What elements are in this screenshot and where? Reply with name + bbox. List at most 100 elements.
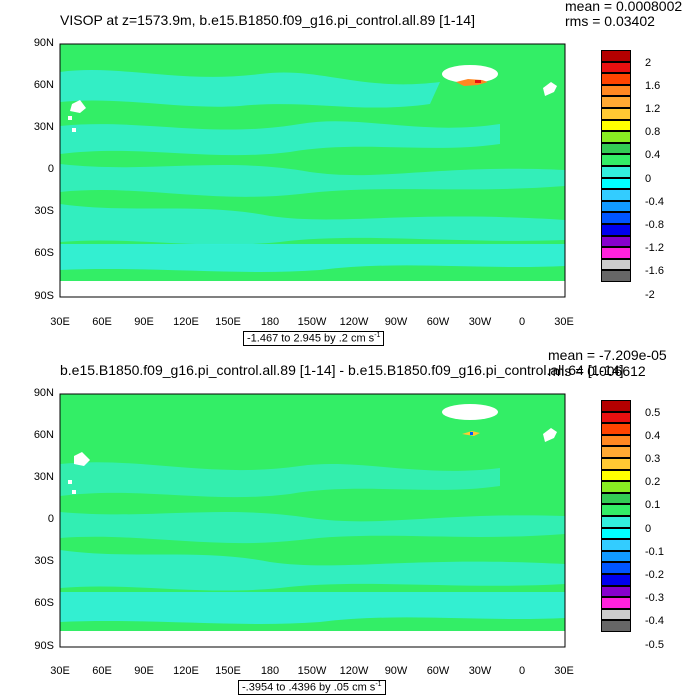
colorbar-label: -0.5 <box>645 638 664 651</box>
colorbar-swatch <box>601 446 631 458</box>
colorbar-swatch <box>601 620 631 632</box>
lon-label: 0 <box>518 665 526 677</box>
colorbar-swatch <box>601 270 631 282</box>
lon-label: 30W <box>468 316 492 328</box>
missing-antarctica <box>60 281 565 297</box>
panel-1-mean: mean = 0.0008002 <box>565 0 683 14</box>
hotspot-red <box>475 80 481 83</box>
panel-1-range-note: -1.467 to 2.945 by .2 cm s-1 <box>243 331 385 346</box>
colorbar-label: -0.1 <box>645 545 664 558</box>
lon-label: 30E <box>554 665 574 677</box>
colorbar-swatch <box>601 61 631 74</box>
colorbar-swatch <box>601 550 631 563</box>
missing-scandinavia <box>543 428 557 442</box>
panel-1-range-text: -1.467 to 2.945 by .2 cm s <box>247 332 375 345</box>
colorbar-swatch <box>601 131 631 143</box>
missing-greenland <box>442 65 498 83</box>
missing-scandinavia <box>543 82 557 96</box>
lat-label: 90N <box>33 387 54 399</box>
colorbar-swatch <box>601 562 631 574</box>
lon-label: 120W <box>339 665 369 677</box>
colorbar-swatch <box>601 73 631 85</box>
cyan-band-equator <box>60 512 565 544</box>
cyan-band-south <box>60 550 565 591</box>
colorbar-swatch <box>601 469 631 482</box>
missing-coast-2 <box>72 490 76 494</box>
lat-label: 0 <box>47 513 54 525</box>
lat-label: 90N <box>33 37 54 49</box>
colorbar-swatch <box>601 434 631 447</box>
cyan-band-north <box>60 462 500 498</box>
lon-label: 60W <box>426 665 450 677</box>
colorbar-label: 0.8 <box>645 126 661 139</box>
lon-label: 150E <box>215 665 241 677</box>
colorbar-label: -0.4 <box>645 615 664 628</box>
colorbar-swatch <box>601 516 631 528</box>
missing-alaska <box>70 100 86 113</box>
panel-1-range-unit-exp: -1 <box>374 332 381 339</box>
lon-label: 30W <box>468 665 492 677</box>
colorbar-swatch <box>601 84 631 97</box>
panel-1-title: VISOP at z=1573.9m, b.e15.B1850.f09_g16.… <box>60 12 475 28</box>
colorbar-label: 2 <box>645 56 652 69</box>
lon-label: 90W <box>384 316 408 328</box>
lat-label: 30S <box>34 555 54 567</box>
colorbar-swatch <box>601 597 631 609</box>
colorbar-swatch <box>601 527 631 540</box>
lon-label: 150E <box>215 316 241 328</box>
missing-alaska <box>74 452 90 466</box>
colorbar-label: 0 <box>645 172 652 185</box>
lat-label: 0 <box>47 163 54 175</box>
colorbar-label: 1.2 <box>645 103 661 115</box>
lon-label: 90E <box>134 665 154 677</box>
colorbar-label: -0.4 <box>645 195 664 208</box>
panel-2-mean: mean = -7.209e-05 <box>548 347 667 363</box>
colorbar-swatch <box>601 539 631 551</box>
colorbar-swatch <box>601 574 631 586</box>
colorbar-swatch <box>601 585 631 598</box>
colorbar-swatch <box>601 504 631 516</box>
colorbar-label: 0.5 <box>645 406 661 419</box>
colorbar-label: -2 <box>645 288 655 301</box>
lat-label: 30N <box>33 471 54 483</box>
colorbar-swatch <box>601 166 631 178</box>
missing-coast-1 <box>68 116 72 120</box>
panel-1-map <box>59 43 566 298</box>
colorbar-swatch <box>601 50 631 62</box>
colorbar-swatch <box>601 108 631 120</box>
lat-label: 60S <box>34 597 54 609</box>
panel-2-rms: rms = 0.006612 <box>548 363 646 379</box>
cyan-band-south <box>60 204 565 245</box>
colorbar-swatch <box>601 154 631 166</box>
lon-label: 90E <box>134 316 154 328</box>
colorbar-swatch <box>601 189 631 201</box>
missing-coast-2 <box>72 128 76 132</box>
colorbar-label: 0 <box>645 522 652 535</box>
colorbar-swatch <box>601 247 631 259</box>
colorbar-swatch <box>601 200 631 213</box>
panel-2-map <box>59 393 566 648</box>
colorbar-label: 0.3 <box>645 453 661 465</box>
lon-label: 150W <box>297 665 327 677</box>
cyan-band-equator <box>60 164 565 197</box>
colorbar-swatch <box>601 212 631 224</box>
lon-label: 30E <box>50 665 70 677</box>
lon-label: 30E <box>554 316 574 328</box>
map-frame <box>59 43 566 298</box>
lat-label: 60N <box>33 79 54 91</box>
lon-label: 60E <box>92 316 112 328</box>
colorbar-swatch <box>601 458 631 470</box>
lat-label: 90S <box>34 290 54 302</box>
missing-coast-1 <box>68 480 72 484</box>
missing-greenland <box>442 404 498 420</box>
panel-2-range-text: -.3954 to .4396 by .05 cm s <box>242 681 376 694</box>
lon-label: 30E <box>50 316 70 328</box>
colorbar-label: 0.4 <box>645 429 661 442</box>
lon-label: 60W <box>426 316 450 328</box>
lon-label: 120W <box>339 316 369 328</box>
cyan-band-southern-ocean <box>60 592 565 624</box>
lat-label: 30S <box>34 205 54 217</box>
lat-label: 60S <box>34 247 54 259</box>
lat-label: 90S <box>34 640 54 652</box>
colorbar-label: 0.2 <box>645 476 661 489</box>
